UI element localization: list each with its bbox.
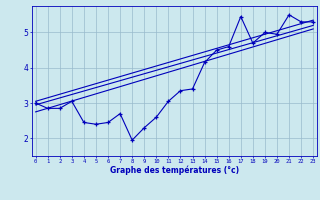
X-axis label: Graphe des températures (°c): Graphe des températures (°c)	[110, 166, 239, 175]
